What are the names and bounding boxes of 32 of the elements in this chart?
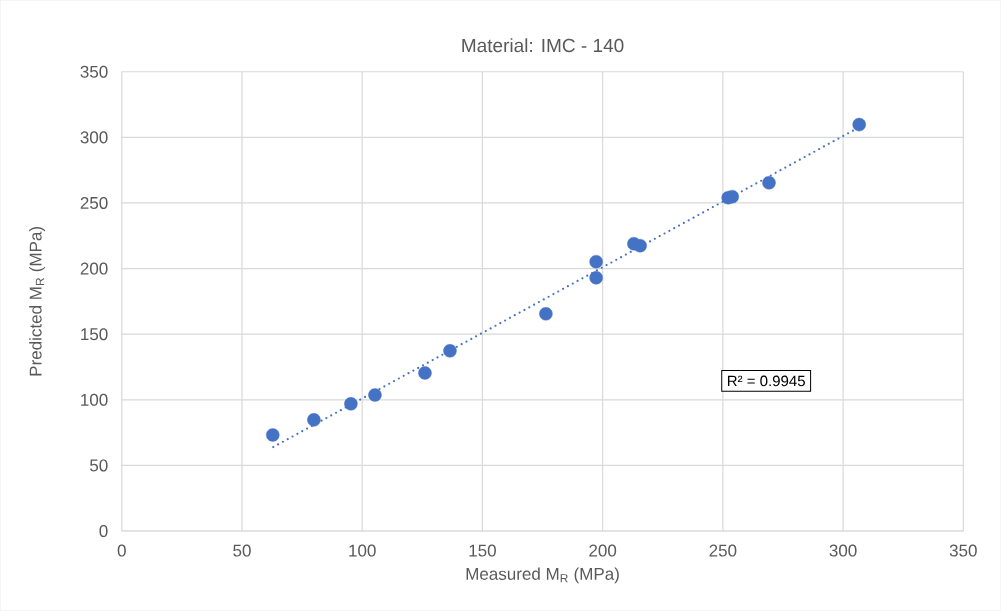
x-tick-label: 50 [233, 544, 251, 557]
point [539, 307, 553, 321]
point [762, 176, 776, 190]
x-tick-label: 200 [589, 544, 617, 557]
chart-title: Material: IMC - 140 [462, 38, 624, 53]
y-tick-label: 200 [80, 262, 108, 275]
x-tick-label: 0 [117, 544, 126, 557]
point [368, 388, 382, 402]
point [443, 344, 457, 358]
point [633, 239, 647, 253]
y-tick-label: 350 [80, 65, 108, 78]
y-axis-title: Predicted M$_{R}$ (MPa) [29, 227, 45, 376]
point [418, 366, 432, 380]
annotation: R² = 0.9945 [727, 375, 805, 387]
point [344, 397, 358, 411]
y-tick-label: 0 [99, 525, 108, 538]
point [589, 271, 603, 285]
x-tick-label: 150 [469, 544, 496, 557]
point [307, 413, 321, 427]
x-tick-label: 300 [829, 544, 857, 557]
y-tick-label: 250 [80, 197, 108, 210]
x-tick-label: 350 [949, 544, 977, 557]
point [589, 255, 603, 269]
x-tick-label: 100 [349, 544, 376, 557]
point [852, 118, 866, 132]
y-tick-label: 100 [81, 393, 108, 406]
y-tick-label: 300 [80, 131, 108, 144]
x-tick-label: 250 [709, 544, 737, 557]
y-tick-label: 50 [90, 459, 108, 472]
x-axis-title: Measured M$_{R}$ (MPa) [466, 567, 619, 584]
y-tick-label: 150 [81, 328, 108, 341]
point [266, 428, 280, 442]
